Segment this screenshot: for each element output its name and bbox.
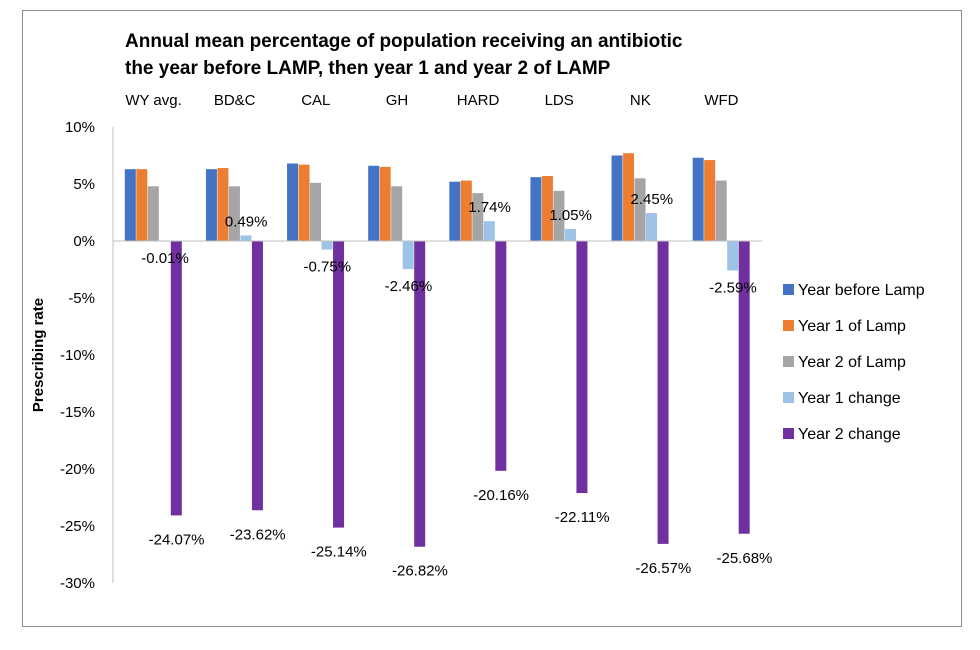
data-label: -22.11% [555,509,610,526]
legend-swatch [783,428,794,439]
legend-swatch [783,284,794,295]
category-label: LDS [545,92,574,109]
bar [564,229,576,241]
bar [379,166,391,241]
bar [657,241,669,544]
y-tick-label: 10% [65,119,95,136]
bar [136,169,148,241]
data-label: 1.05% [549,207,592,224]
bar [715,180,727,241]
bar [170,241,182,516]
bar [623,153,635,241]
y-tick-label: -30% [60,575,95,592]
data-label: 0.49% [225,213,268,230]
bar [530,177,542,241]
data-label: -24.07% [149,531,205,548]
bar [495,241,507,471]
bar [541,176,553,241]
bar [472,193,484,241]
y-axis-label: Prescribing rate [30,298,47,412]
data-label: -23.62% [230,526,286,543]
bar [124,169,136,241]
bar [414,241,426,547]
category-label: CAL [301,92,330,109]
data-label: -0.75% [304,259,352,276]
bar [692,157,704,241]
category-label: GH [386,92,409,109]
bar [240,235,252,241]
legend-swatch [783,320,794,331]
bar [704,160,716,241]
legend-swatch [783,392,794,403]
y-tick-label: -20% [60,461,95,478]
bar [646,213,658,241]
y-tick-label: -5% [68,290,95,307]
bar [460,180,472,241]
bar [391,186,403,241]
legend-label: Year 1 change [798,390,901,407]
data-label: -26.57% [635,560,691,577]
category-label: HARD [457,92,500,109]
bar [205,169,217,241]
legend-label: Year 2 change [798,426,901,443]
category-label: BD&C [214,92,256,109]
bar [611,155,623,241]
bar [298,164,310,241]
y-tick-label: -10% [60,347,95,364]
chart-title-line-2: the year before LAMP, then year 1 and ye… [125,58,611,79]
bar [576,241,588,494]
bar [287,163,299,241]
bar [228,186,240,241]
category-label: WY avg. [125,92,181,109]
category-label: NK [630,92,651,109]
data-label: -2.59% [709,280,757,297]
data-label: -20.16% [473,487,529,504]
bar [251,241,263,511]
bar [147,186,159,241]
bar [483,221,495,241]
data-label: -25.14% [311,544,367,561]
bar [217,168,229,241]
bar [402,241,414,270]
chart-title-line-1: Annual mean percentage of population rec… [125,31,683,52]
legend-swatch [783,356,794,367]
bar [333,241,345,528]
legend-label: Year 2 of Lamp [798,354,906,371]
bar [449,181,461,241]
y-tick-label: -25% [60,518,95,535]
bar [727,241,739,271]
data-label: -25.68% [717,550,773,567]
data-label: -2.46% [385,278,433,295]
bar [553,190,565,241]
y-tick-label: 0% [73,233,95,250]
category-label: WFD [704,92,738,109]
bar [321,241,333,250]
y-tick-label: 5% [73,176,95,193]
data-label: 1.74% [468,199,511,216]
data-label: -26.82% [392,563,448,580]
legend-label: Year 1 of Lamp [798,318,906,335]
legend-label: Year before Lamp [798,282,925,299]
bar [738,241,750,534]
y-tick-label: -15% [60,404,95,421]
bar [368,165,380,241]
data-label: -0.01% [141,250,189,267]
data-label: 2.45% [631,191,674,208]
bar [310,182,322,241]
bar [634,178,646,241]
